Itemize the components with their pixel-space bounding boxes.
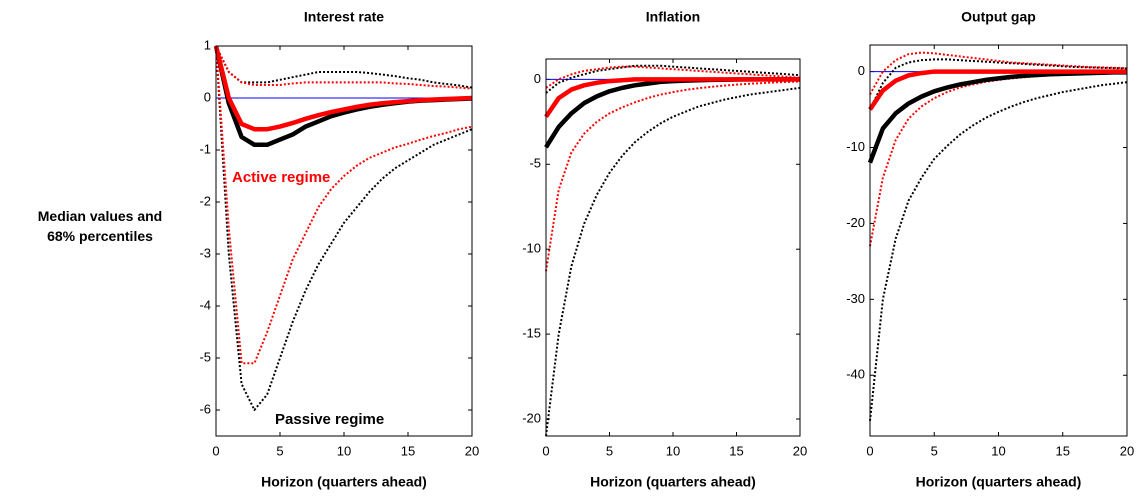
x-tick-label: 5 — [606, 443, 613, 458]
x-tick-label: 15 — [1056, 443, 1070, 458]
y-tick-label: -10 — [846, 139, 865, 154]
series-annotation: Passive regime — [275, 411, 384, 428]
x-tick-label: 15 — [401, 443, 415, 458]
y-tick-label: 1 — [204, 37, 211, 52]
y-axis-label: Median values and 68% percentiles — [37, 208, 163, 244]
x-tick-label: 20 — [1120, 443, 1134, 458]
series-annotation: Active regime — [232, 169, 330, 186]
x-tick-label: 10 — [666, 443, 680, 458]
x-tick-label: 0 — [212, 443, 219, 458]
x-tick-label: 10 — [991, 443, 1005, 458]
series-line — [215, 45, 473, 411]
plot-frame — [869, 44, 1128, 437]
y-tick-label: -5 — [529, 156, 541, 171]
series-line — [869, 81, 1128, 421]
series-line — [215, 45, 473, 89]
x-tick-label: 0 — [866, 443, 873, 458]
series-line — [545, 80, 801, 272]
plot-frame — [545, 58, 801, 437]
chart-title: Inflation — [646, 9, 700, 25]
series-line — [868, 69, 1127, 111]
series-line — [545, 65, 801, 89]
y-tick-label: -20 — [846, 215, 865, 230]
series-line — [213, 45, 473, 132]
y-tick-label: -30 — [846, 291, 865, 306]
y-tick-label: -3 — [199, 245, 211, 260]
series-line — [545, 86, 801, 437]
y-tick-label: -20 — [522, 410, 541, 425]
series-line — [215, 45, 473, 90]
series-line — [869, 58, 1128, 110]
series-line — [869, 71, 1128, 247]
plot-frame — [215, 45, 473, 437]
series-line — [215, 45, 473, 365]
x-tick-label: 0 — [542, 443, 549, 458]
y-tick-label: -1 — [199, 141, 211, 156]
y-tick-label: -6 — [199, 401, 211, 416]
y-tick-label: -10 — [522, 241, 541, 256]
y-tick-label: -15 — [522, 326, 541, 341]
x-axis-label: Horizon (quarters ahead) — [916, 474, 1082, 490]
x-tick-label: 5 — [931, 443, 938, 458]
y-tick-label: 0 — [204, 89, 211, 104]
x-tick-label: 15 — [729, 443, 743, 458]
x-axis-label: Horizon (quarters ahead) — [261, 474, 427, 490]
y-tick-label: 0 — [534, 71, 541, 86]
x-tick-label: 20 — [465, 443, 479, 458]
y-tick-label: -2 — [199, 193, 211, 208]
series-line — [545, 64, 801, 94]
series-line — [544, 77, 800, 149]
series-line — [867, 70, 1127, 164]
series-line — [869, 51, 1128, 95]
chart-title: Interest rate — [304, 9, 384, 25]
y-tick-label: 0 — [858, 63, 865, 78]
x-tick-label: 10 — [337, 443, 351, 458]
x-tick-label: 20 — [793, 443, 807, 458]
y-tick-label: -4 — [199, 297, 211, 312]
y-tick-label: -5 — [199, 349, 211, 364]
x-tick-label: 5 — [276, 443, 283, 458]
x-axis-label: Horizon (quarters ahead) — [590, 474, 756, 490]
series-line — [544, 77, 800, 119]
y-tick-label: -40 — [846, 367, 865, 382]
chart-title: Output gap — [961, 9, 1036, 25]
